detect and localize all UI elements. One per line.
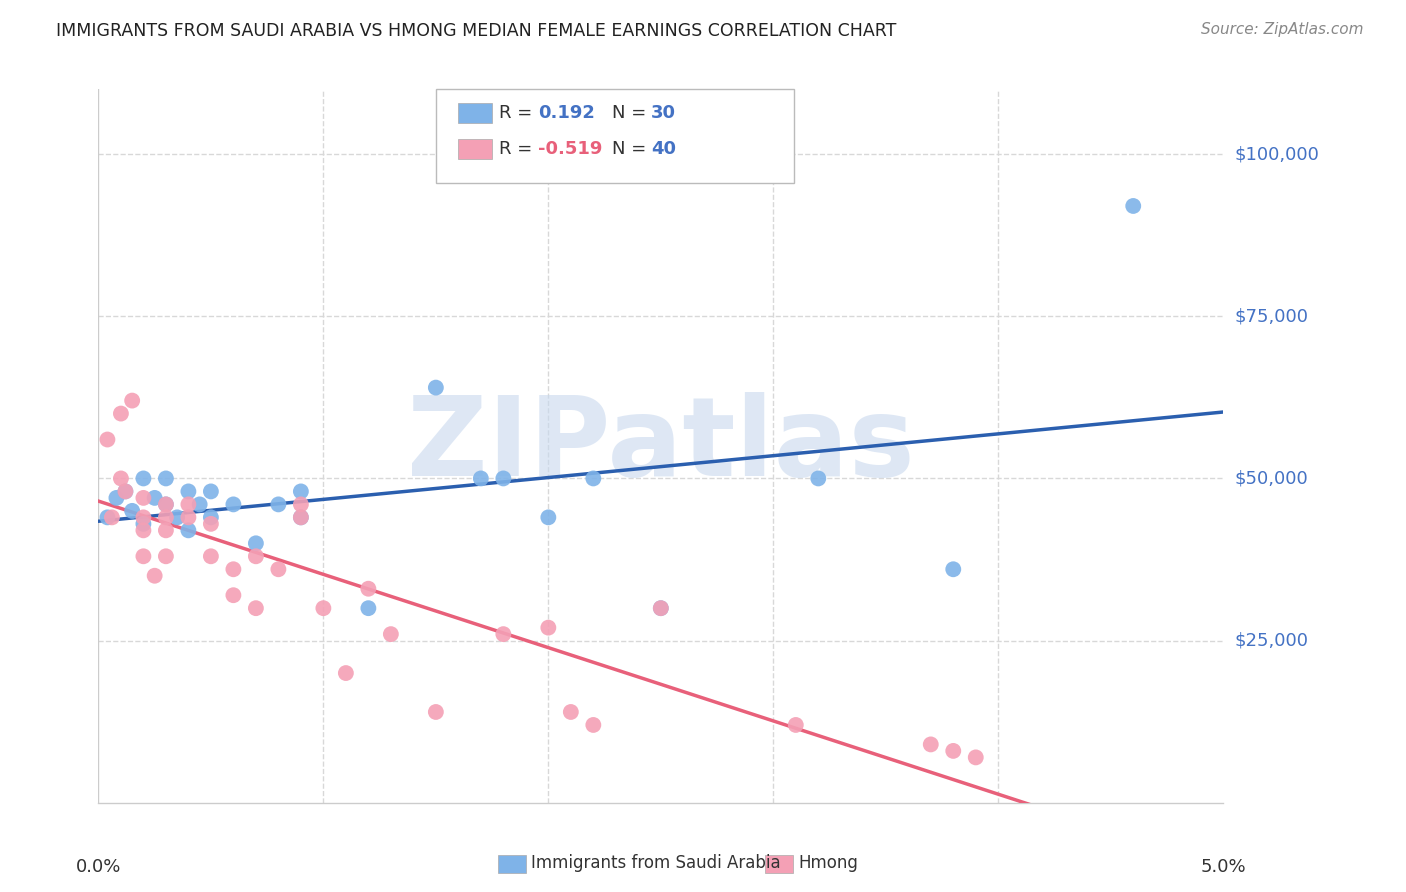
Point [155,497,177,511]
Text: IMMIGRANTS FROM SAUDI ARABIA VS HMONG MEDIAN FEMALE EARNINGS CORRELATION CHART: IMMIGRANTS FROM SAUDI ARABIA VS HMONG ME… [56,22,897,40]
Point [560,705,582,719]
Point [245,536,267,550]
Point [155,549,177,564]
Point [121,393,143,408]
Point [290,497,312,511]
Point [177,484,200,499]
Point [245,601,267,615]
Point [492,627,515,641]
Point [143,568,166,582]
Point [101,510,124,524]
Text: 5.0%: 5.0% [1201,858,1246,876]
Point [155,510,177,524]
Point [965,750,987,764]
Point [155,497,177,511]
Text: 40: 40 [651,140,676,158]
Point [267,562,290,576]
Point [380,627,402,641]
Text: $50,000: $50,000 [1234,469,1308,487]
Point [222,562,245,576]
Point [132,471,155,485]
Point [132,491,155,505]
Point [1122,199,1144,213]
Point [200,510,222,524]
Point [177,497,200,511]
Point [582,471,605,485]
Point [132,516,155,531]
Point [312,601,335,615]
Point [470,471,492,485]
Point [290,484,312,499]
Text: Hmong: Hmong [799,855,859,872]
Point [121,504,143,518]
Point [942,562,965,576]
Point [132,510,155,524]
Point [105,491,128,505]
Point [155,524,177,538]
Point [425,705,447,719]
Text: N =: N = [612,140,645,158]
Point [537,621,560,635]
Point [920,738,942,752]
Text: $25,000: $25,000 [1234,632,1309,649]
Point [110,407,132,421]
Point [177,524,200,538]
Point [650,601,672,615]
Text: 0.192: 0.192 [538,104,595,122]
Point [132,524,155,538]
Point [188,497,211,511]
Point [650,601,672,615]
Text: 0.0%: 0.0% [76,858,121,876]
Point [290,510,312,524]
Text: R =: R = [499,140,533,158]
Point [335,666,357,681]
Point [582,718,605,732]
Point [166,510,188,524]
Point [177,510,200,524]
Point [357,601,380,615]
Text: ZIPatlas: ZIPatlas [406,392,915,500]
Text: -0.519: -0.519 [538,140,603,158]
Text: $75,000: $75,000 [1234,307,1309,326]
Point [785,718,807,732]
Text: 30: 30 [651,104,676,122]
Point [222,497,245,511]
Text: Immigrants from Saudi Arabia: Immigrants from Saudi Arabia [531,855,782,872]
Point [114,484,136,499]
Point [357,582,380,596]
Point [245,549,267,564]
Point [96,510,118,524]
Point [200,516,222,531]
Point [200,484,222,499]
Point [290,510,312,524]
Point [492,471,515,485]
Point [267,497,290,511]
Point [807,471,830,485]
Point [110,471,132,485]
Point [143,491,166,505]
Point [114,484,136,499]
Point [155,471,177,485]
Text: Source: ZipAtlas.com: Source: ZipAtlas.com [1201,22,1364,37]
Point [96,433,118,447]
Point [222,588,245,602]
Point [425,381,447,395]
Point [200,549,222,564]
Text: N =: N = [612,104,645,122]
Text: $100,000: $100,000 [1234,145,1319,163]
Text: R =: R = [499,104,533,122]
Point [942,744,965,758]
Point [132,549,155,564]
Point [537,510,560,524]
